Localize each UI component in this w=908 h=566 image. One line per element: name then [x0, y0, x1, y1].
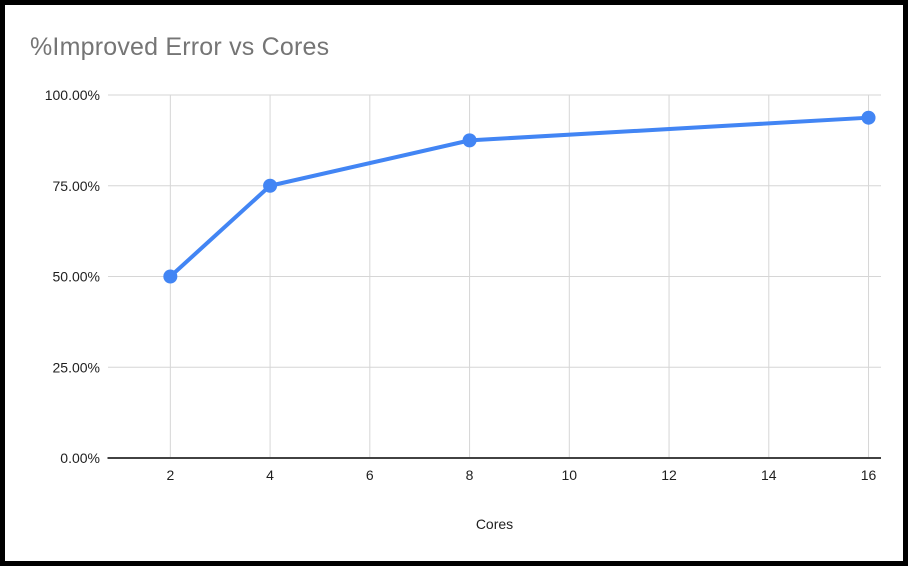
x-tick-label: 10	[562, 467, 578, 483]
y-tick-label: 0.00%	[60, 450, 100, 466]
x-tick-label: 4	[266, 467, 274, 483]
y-tick-label: 100.00%	[45, 87, 100, 103]
data-point-marker	[263, 178, 278, 193]
x-tick-label: 16	[861, 467, 877, 483]
x-tick-label: 2	[166, 467, 174, 483]
x-tick-label: 14	[761, 467, 777, 483]
series-line	[168, 115, 871, 279]
chart-title: %Improved Error vs Cores	[30, 33, 330, 61]
x-axis-title: Cores	[475, 516, 514, 532]
x-tick-label: 8	[466, 467, 474, 483]
y-tick-label: 25.00%	[53, 359, 100, 375]
data-point-marker	[462, 133, 477, 148]
chart-plot-area: 0.00% 25.00% 50.00% 75.00% 100.00% 2 4 6 8 10 12 14…	[45, 87, 881, 483]
y-tick-label: 75.00%	[53, 178, 100, 194]
y-tick-label: 50.00%	[53, 269, 100, 285]
data-point-marker	[861, 110, 876, 125]
data-point-marker	[163, 269, 178, 284]
x-tick-label: 6	[366, 467, 374, 483]
x-tick-label: 12	[661, 467, 677, 483]
